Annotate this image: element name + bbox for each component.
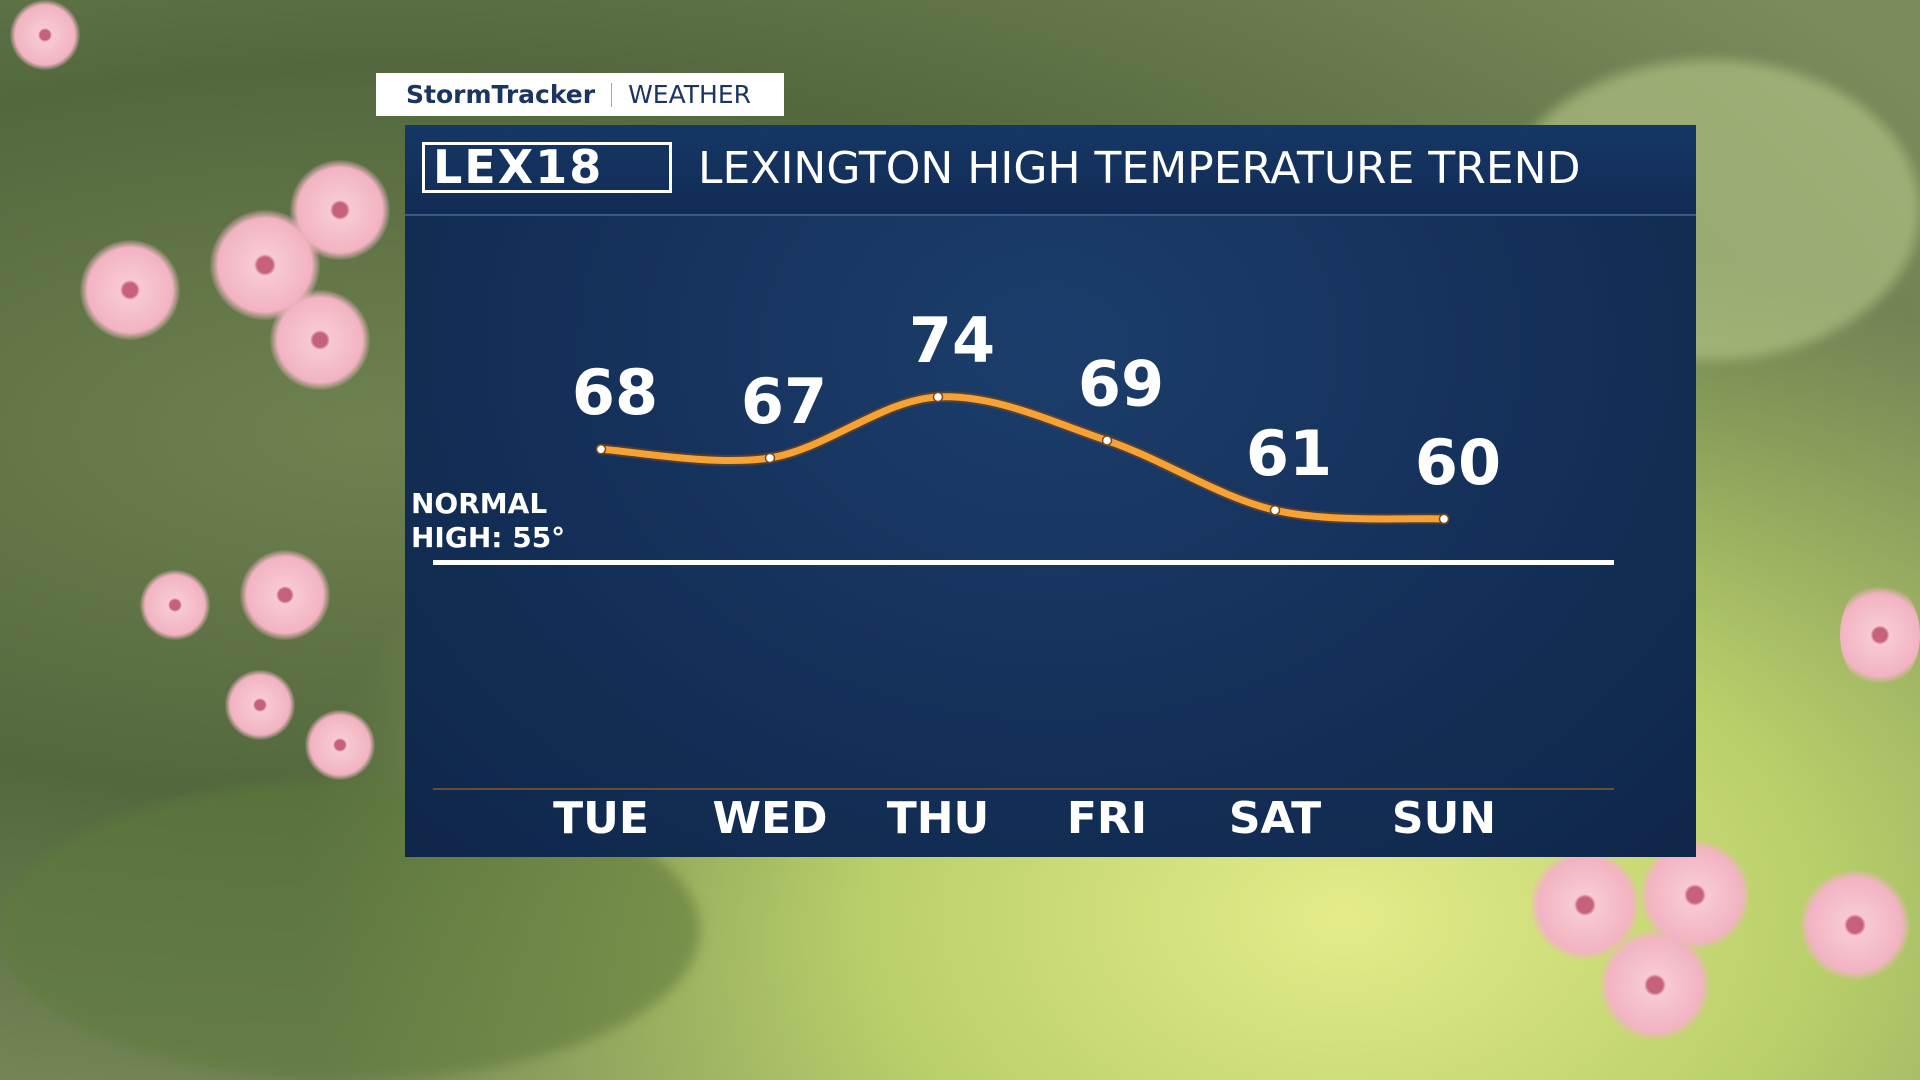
point	[1438, 513, 1450, 525]
x-tick-label: THU	[887, 793, 990, 844]
x-tick-label: SUN	[1392, 793, 1496, 844]
reference-label: NORMAL HIGH: 55°	[411, 487, 566, 554]
brand-name: StormTracker	[406, 80, 596, 109]
value-label: 69	[1078, 348, 1164, 421]
chart-title: LEXINGTON HIGH TEMPERATURE TREND	[698, 143, 1581, 194]
divider	[611, 82, 613, 107]
point	[764, 452, 776, 464]
trend-line	[597, 393, 1448, 523]
point	[595, 443, 607, 455]
brand-tab: StormTracker WEATHER	[376, 73, 784, 116]
flower	[1800, 870, 1910, 980]
point	[1101, 435, 1113, 446]
point	[1269, 504, 1281, 516]
flower	[305, 710, 375, 780]
chart: TUE WED THU FRI SAT SUN 68 67 74 69 61 60	[433, 304, 1614, 844]
flower	[225, 670, 295, 740]
flower	[270, 290, 370, 390]
flower	[290, 160, 390, 260]
chart-panel: LEX18 LEXINGTON HIGH TEMPERATURE TREND T…	[405, 125, 1696, 857]
value-label: 74	[909, 304, 995, 377]
value-label: 60	[1415, 426, 1501, 499]
logo: LEX18	[422, 142, 672, 193]
value-label: 61	[1246, 417, 1332, 490]
x-tick-label: FRI	[1067, 793, 1147, 844]
flower	[140, 570, 210, 640]
flower	[240, 550, 330, 640]
flower	[1840, 580, 1920, 690]
value-label: 67	[741, 365, 827, 438]
x-tick-label: WED	[712, 793, 827, 844]
flower	[80, 240, 180, 340]
x-tick-label: TUE	[553, 793, 649, 844]
flower	[1600, 930, 1710, 1040]
x-tick-label: SAT	[1229, 793, 1321, 844]
header: LEX18 LEXINGTON HIGH TEMPERATURE TREND	[405, 125, 1696, 216]
flower	[10, 0, 80, 70]
point	[932, 391, 944, 403]
value-label: 68	[572, 356, 658, 429]
section-name: WEATHER	[628, 80, 751, 109]
